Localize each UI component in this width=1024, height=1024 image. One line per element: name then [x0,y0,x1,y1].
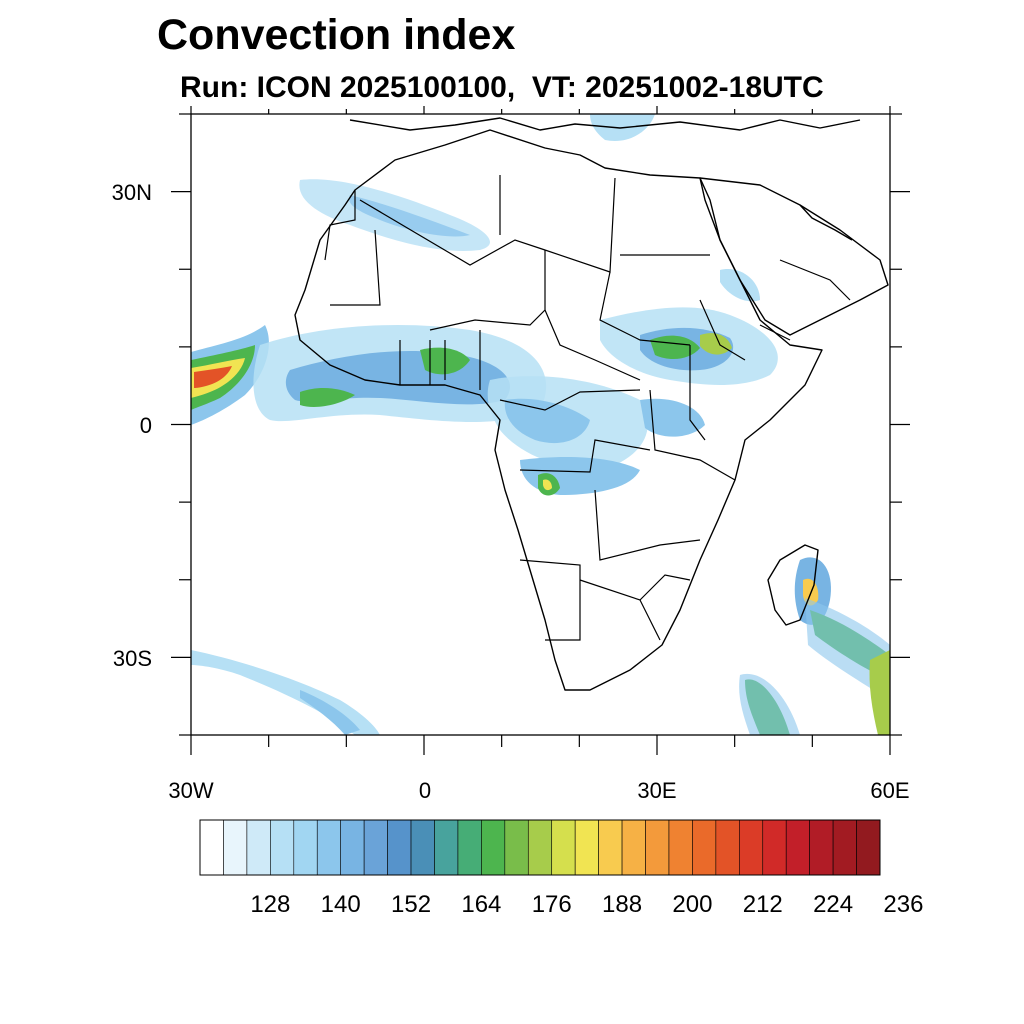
colorbar-label: 164 [461,891,501,918]
colorbar-swatch [832,819,857,876]
colorbar-label: 224 [813,891,853,918]
border-segment [499,389,641,411]
plot-title: Convection index [157,11,516,59]
border-segment [359,199,546,266]
colorbar-swatch [316,819,341,876]
colorbar-swatch [692,819,717,876]
colorbar-frame [199,819,881,876]
lat-label-30s: 30S [113,646,152,671]
colorbar-swatch [481,819,506,876]
colorbar-swatch [856,819,881,876]
border-segment [599,271,691,346]
colorbar-swatch [199,819,224,876]
colorbar-label: 212 [743,891,783,918]
axis-ticks [171,106,910,755]
border-segment [330,229,381,306]
colorbar-label: 176 [532,891,572,918]
field-indian-ocean-band-halo [805,598,890,700]
colorbar-swatch [270,819,295,876]
field-atlantic-west-peak [194,366,232,388]
border-segment [649,389,736,481]
country-borders [324,175,851,641]
madagascar-coastline [767,544,819,626]
border-segment [544,177,616,273]
colorbar-swatch [574,819,599,876]
colorbar-swatch [645,819,670,876]
colorbar-swatch [363,819,388,876]
lon-label-30w: 30W [168,778,213,803]
border-segment [429,250,546,331]
colorbar-label: 140 [321,891,361,918]
field-angola-peak [543,479,552,491]
arabia-coastline [699,177,889,336]
colorbar-labels: 128 140 152 164 176 188 200 212 224 236 [250,891,923,918]
field-central-africa-mid [504,398,590,444]
border-segment [594,489,701,561]
colorbar-swatch [504,819,529,876]
colorbar-swatch [715,819,740,876]
coastlines [294,117,889,691]
colorbar-swatch [246,819,271,876]
lon-label-60e: 60E [870,778,909,803]
europe-coastline [349,117,861,131]
border-segment [544,309,641,381]
lat-label-0: 0 [140,413,152,438]
colorbar-swatch [598,819,623,876]
colorbar-label: 236 [883,891,923,918]
field-highlands-core [700,333,732,355]
border-segment [639,599,661,641]
field-nw-africa-core [349,195,470,237]
colorbar-label: 188 [602,891,642,918]
plot-subtitle: Run: ICON 2025100100, VT: 20251002-18UTC [180,71,824,104]
field-se-corner [869,650,890,735]
lon-label-30e: 30E [637,778,676,803]
colorbar-swatch [551,819,576,876]
field-south-indian-halo [739,673,800,735]
colorbar-swatch [739,819,764,876]
colorbar-label: 200 [672,891,712,918]
colorbar-swatch [785,819,810,876]
colorbar-swatch [762,819,787,876]
colorbar-swatch [340,819,365,876]
colorbar-swatch [293,819,318,876]
convection-field [191,114,890,735]
border-segment [519,439,651,473]
field-sw-atlantic-core [300,690,360,735]
border-segment [324,190,356,261]
border-segment [689,345,706,441]
border-segment [699,299,746,361]
colorbar-swatch [668,819,693,876]
colorbar-swatch [621,819,646,876]
colorbar [199,819,881,876]
arabian-gulf-coast [799,204,853,241]
border-segment [779,259,851,301]
africa-coastline [294,129,823,691]
field-ethiopia-core [650,335,700,360]
colorbar-swatch [527,819,553,876]
colorbar-swatch [457,819,482,876]
border-segment [579,574,691,601]
colorbar-label: 128 [250,891,290,918]
border-segment [759,324,791,341]
colorbar-label: 152 [391,891,431,918]
colorbar-swatch [434,819,459,876]
axis-labels: 30W 0 30E 60E 30N 0 30S [112,180,910,803]
colorbar-swatch [387,819,412,876]
border-segment [519,559,581,641]
colorbar-swatch [410,819,435,876]
colorbar-swatch [223,819,248,876]
field-great-lakes [640,398,705,437]
field-west-africa-core [300,388,355,407]
colorbar-swatch [809,819,834,876]
field-red-sea [720,269,760,302]
lon-label-0: 0 [419,778,431,803]
lat-label-30n: 30N [112,180,152,205]
